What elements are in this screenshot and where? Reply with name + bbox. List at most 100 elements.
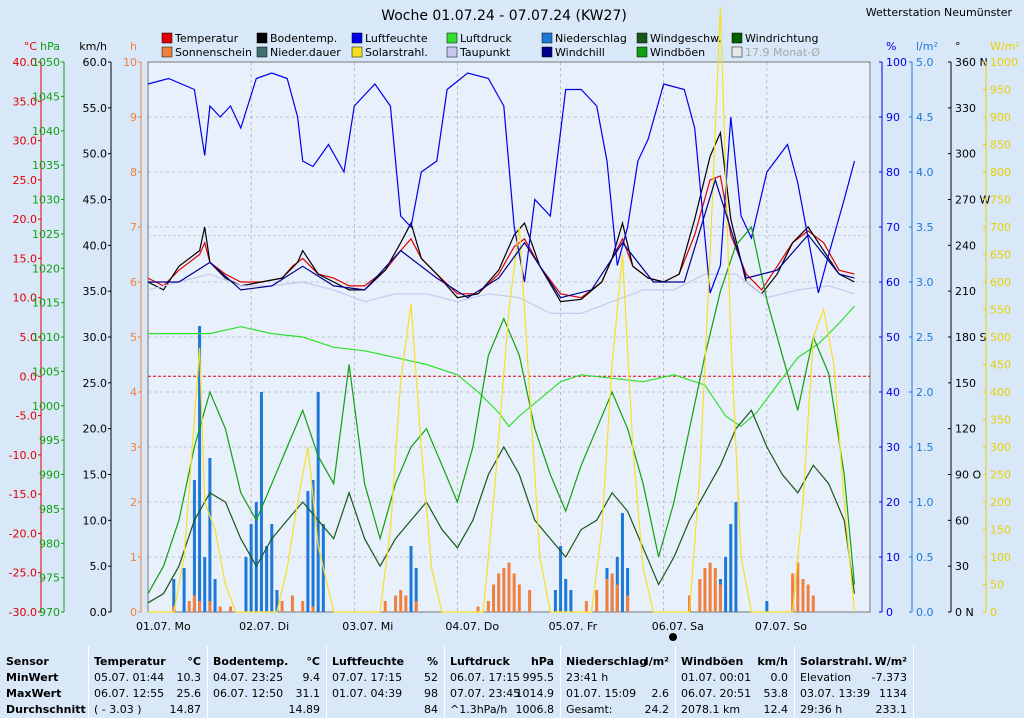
bar xyxy=(198,326,202,612)
axis-tick-label: 975 xyxy=(39,572,60,585)
axis-tick-label: 40 xyxy=(886,386,900,399)
series-line xyxy=(148,6,856,613)
bar xyxy=(688,595,691,612)
axis-tick-label: -30.0 xyxy=(9,606,37,619)
axis-tick-label: 0.0 xyxy=(90,606,108,619)
stats-column: Luftdruck hPa 06.07. 17:15 995.5 07.07. 23:4… xyxy=(445,646,560,718)
axis-tick-label: 900 xyxy=(990,111,1011,124)
axis-tick-label: 1010 xyxy=(32,331,60,344)
table-cell: Gesamt: xyxy=(566,703,613,716)
bar xyxy=(610,573,614,612)
axis-tick-label: 3.5 xyxy=(916,221,934,234)
series-line xyxy=(147,273,855,314)
axis-tick-label: 50 xyxy=(886,331,900,344)
bar xyxy=(620,513,624,612)
axis-tick-label: 500 xyxy=(990,331,1011,344)
legend-swatch xyxy=(161,46,173,58)
legend-swatch xyxy=(446,46,458,58)
bar xyxy=(698,579,702,612)
axis-unit: ° xyxy=(955,40,961,53)
axis-tick-label: 1025 xyxy=(32,228,60,241)
axis-tick-label: 10 xyxy=(886,551,900,564)
table-value: 98 xyxy=(424,687,438,700)
table-value: -7.373 xyxy=(871,671,907,684)
stats-column: Windböen km/h 01.07. 00:01 0.0 06.07. 20:51 5… xyxy=(676,646,794,718)
chart-title: Woche 01.07.24 - 07.07.24 (KW27) xyxy=(381,8,627,24)
axis-tick-label: 30 xyxy=(886,441,900,454)
axis-tick-label: 1035 xyxy=(32,159,60,172)
row-label: Durchschnitt xyxy=(6,703,86,716)
bar xyxy=(316,392,320,612)
axis-tick-label: 250 xyxy=(990,469,1011,482)
axis-tick-label: 25.0 xyxy=(13,174,38,187)
axis-tick-label: 1000 xyxy=(990,56,1018,69)
table-cell: 05.07. 01:44 xyxy=(94,671,165,684)
bar xyxy=(172,579,176,612)
axis-tick-label: 120 xyxy=(955,423,976,436)
grid-lines xyxy=(147,61,871,613)
axis-tick-label: 10 xyxy=(123,56,137,69)
table-cell: 07.07. 23:45 xyxy=(450,687,521,700)
table-value: 1134 xyxy=(879,687,907,700)
bar xyxy=(244,557,248,612)
table-value: 2.6 xyxy=(651,687,670,700)
stats-column: Luftfeuchte% 07.07. 17:15 52 01.07. 04:39 98… xyxy=(327,646,444,718)
table-value: 1014.9 xyxy=(515,687,555,700)
axis-tick-label: 995 xyxy=(39,434,60,447)
axis-tick-label: 4 xyxy=(130,386,137,399)
bar xyxy=(414,601,418,612)
axis-unit: l/m² xyxy=(916,40,938,53)
bar xyxy=(595,590,599,612)
axis-tick-label: 15.0 xyxy=(13,252,38,265)
x-tick-label: 06.07. Sa xyxy=(652,620,704,633)
axis-tick-label: 100 xyxy=(990,551,1011,564)
series-line xyxy=(147,409,856,604)
bar xyxy=(806,584,810,612)
legend-label: Sonnenschein xyxy=(175,46,252,59)
table-value: 9.4 xyxy=(302,671,321,684)
series-line xyxy=(148,305,855,428)
legend-label: 17.9 Monat-Ø xyxy=(745,46,820,59)
axis-tick-label: 25.0 xyxy=(83,377,108,390)
bar xyxy=(218,606,222,612)
table-value: 14.87 xyxy=(169,703,202,716)
legend-label: Temperatur xyxy=(174,32,239,45)
axis-tick-label: 1045 xyxy=(32,90,60,103)
bar xyxy=(569,590,573,612)
table-value: 31.1 xyxy=(295,687,321,700)
axis-tick-label: 4.0 xyxy=(916,166,934,179)
axis-tick-label: 300 xyxy=(990,441,1011,454)
axis-tick-label: 1000 xyxy=(32,400,60,413)
axis-tick-label: 70 xyxy=(886,221,900,234)
axis-tick-label: 985 xyxy=(39,503,60,516)
axis-unit: % xyxy=(886,40,896,53)
axis-tick-label: 5 xyxy=(130,331,137,344)
axis-tick-label: 20.0 xyxy=(13,213,38,226)
axis-tick-label: 7 xyxy=(130,221,137,234)
stats-column: Bodentemp. °C 04.07. 23:25 9.4 06.07. 12:50 3… xyxy=(208,646,326,718)
legend-label: Bodentemp. xyxy=(270,32,337,45)
bar xyxy=(203,557,207,612)
axis-tick-label: 0 xyxy=(130,606,137,619)
bar xyxy=(615,584,619,612)
table-cell: 06.07. 12:55 xyxy=(94,687,165,700)
bar xyxy=(713,568,717,612)
table-header: Solarstrahl. xyxy=(800,655,873,668)
axis-tick-label: 350 xyxy=(990,414,1011,427)
axis-tick-label: 50 xyxy=(990,579,1004,592)
axis-tick-label: 1040 xyxy=(32,125,60,138)
legend-label: Luftfeuchte xyxy=(365,32,428,45)
axis-tick-label: 5.0 xyxy=(90,560,108,573)
legend-label: Solarstrahl. xyxy=(365,46,428,59)
axis-tick-label: 5.0 xyxy=(20,331,38,344)
axis-tick-label: 2.5 xyxy=(916,331,934,344)
bar xyxy=(553,590,557,612)
legend-swatch xyxy=(256,32,268,44)
axis-tick-label: 0 N xyxy=(955,606,974,619)
axis-tick-label: 35.0 xyxy=(13,95,38,108)
axis-unit: km/h xyxy=(79,40,107,53)
axis-tick-label: 1 xyxy=(130,551,137,564)
axis-tick-label: 1005 xyxy=(32,365,60,378)
series-line xyxy=(147,175,855,299)
bar xyxy=(497,573,501,612)
